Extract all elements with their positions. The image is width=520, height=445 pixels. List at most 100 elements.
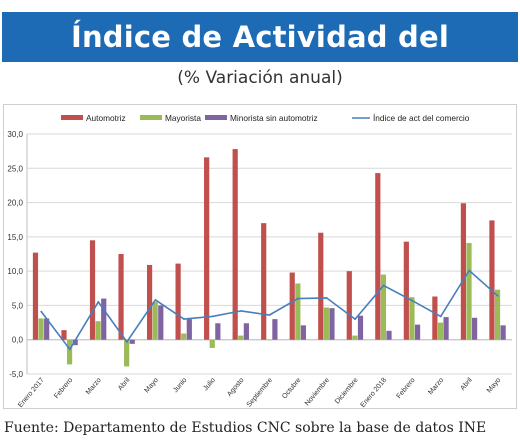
x-tick-label: Noviembre bbox=[304, 377, 331, 408]
x-tick-label: Agosto bbox=[226, 377, 245, 398]
bar-minorista-sin-automotriz bbox=[472, 317, 478, 340]
x-tick-label: Enero 2017 bbox=[17, 377, 46, 409]
line-indice-actividad bbox=[40, 269, 499, 351]
line-point bbox=[97, 301, 100, 303]
y-tick-label: 30,0 bbox=[7, 130, 23, 139]
y-tick-label: 20,0 bbox=[7, 199, 23, 208]
bar-automotriz bbox=[318, 232, 324, 340]
bar-mayorista bbox=[437, 322, 444, 340]
bar-minorista-sin-automotriz bbox=[300, 325, 307, 340]
x-tick-label: Diciembre bbox=[334, 377, 360, 406]
line-point bbox=[468, 269, 471, 272]
legend-label: Automotriz bbox=[86, 113, 126, 123]
x-tick-label: Abril bbox=[459, 376, 474, 392]
bar-minorista-sin-automotriz bbox=[72, 339, 78, 346]
line-point bbox=[211, 315, 214, 318]
legend-label: Índice de act del comercio bbox=[373, 113, 470, 123]
bar-automotriz bbox=[375, 173, 381, 340]
bar-minorista-sin-automotriz bbox=[443, 317, 449, 340]
bar-minorista-sin-automotriz bbox=[129, 339, 135, 344]
bar-minorista-sin-automotriz bbox=[357, 315, 364, 340]
legend-label: Minorista sin automotriz bbox=[230, 113, 318, 123]
legend-swatch bbox=[140, 115, 162, 120]
bar-minorista-sin-automotriz bbox=[243, 323, 249, 340]
bar-mayorista bbox=[352, 335, 358, 340]
bar-minorista-sin-automotriz bbox=[215, 323, 221, 340]
bar-mayorista bbox=[38, 318, 44, 340]
bar-mayorista bbox=[238, 335, 244, 340]
bar-automotriz bbox=[261, 223, 267, 340]
bar-automotriz bbox=[289, 272, 295, 340]
bar-minorista-sin-automotriz bbox=[329, 308, 335, 340]
legend-label: Mayorista bbox=[165, 113, 201, 123]
x-tick-label: Mayo bbox=[486, 377, 502, 395]
y-tick-label: 15,0 bbox=[7, 233, 23, 242]
legend-swatch bbox=[61, 115, 83, 120]
bar-mayorista bbox=[494, 289, 501, 340]
chart-title: Índice de Actividad del Comercio bbox=[70, 20, 450, 104]
bar-minorista-sin-automotriz bbox=[158, 305, 164, 340]
x-tick-label: Abril bbox=[117, 376, 132, 392]
line-point bbox=[439, 315, 442, 318]
bar-automotriz bbox=[89, 240, 96, 340]
bar-mayorista bbox=[152, 302, 158, 340]
x-tick-label: Marzo bbox=[85, 377, 103, 396]
bar-minorista-sin-automotriz bbox=[44, 318, 50, 340]
bar-automotriz bbox=[204, 157, 210, 340]
bar-mayorista bbox=[181, 333, 187, 340]
bar-mayorista bbox=[380, 274, 387, 340]
x-tick-label: Febrero bbox=[53, 377, 74, 400]
bar-automotriz bbox=[61, 330, 67, 340]
bar-mayorista bbox=[95, 321, 101, 340]
line-point bbox=[40, 310, 43, 313]
x-tick-label: Enero 2018 bbox=[360, 377, 389, 409]
bar-automotriz bbox=[346, 271, 352, 340]
line-point bbox=[268, 314, 271, 316]
y-tick-label: 25,0 bbox=[7, 164, 23, 173]
line-point bbox=[325, 296, 328, 299]
bar-mayorista bbox=[409, 297, 415, 340]
bar-mayorista bbox=[295, 283, 301, 340]
bar-minorista-sin-automotriz bbox=[500, 325, 506, 340]
bar-automotriz bbox=[232, 149, 238, 340]
bar-automotriz bbox=[146, 264, 153, 340]
x-tick-label: Octubre bbox=[281, 377, 302, 401]
line-point bbox=[125, 340, 128, 343]
x-tick-label: Mayo bbox=[144, 377, 160, 395]
bar-mayorista bbox=[266, 339, 272, 341]
y-tick-label: 10,0 bbox=[7, 267, 23, 276]
bar-automotriz bbox=[460, 203, 467, 340]
line-point bbox=[382, 284, 385, 287]
x-tick-label: Julio bbox=[202, 377, 217, 393]
bar-mayorista bbox=[209, 339, 215, 348]
bar-automotriz bbox=[175, 263, 181, 340]
line-point bbox=[496, 294, 499, 297]
chart-container bbox=[3, 104, 517, 409]
bar-minorista-sin-automotriz bbox=[272, 319, 278, 340]
x-tick-label: Septiembre bbox=[246, 377, 274, 409]
bar-mayorista bbox=[124, 339, 130, 367]
line-point bbox=[297, 297, 299, 300]
bar-automotriz bbox=[118, 254, 124, 340]
line-point bbox=[411, 299, 414, 302]
line-point bbox=[154, 299, 157, 301]
bar-mayorista bbox=[323, 307, 329, 340]
bar-mayorista bbox=[66, 339, 73, 365]
bar-minorista-sin-automotriz bbox=[101, 298, 107, 340]
bar-automotriz bbox=[403, 241, 409, 340]
x-tick-label: Febrero bbox=[396, 377, 417, 400]
bar-automotriz bbox=[489, 220, 495, 340]
line-point bbox=[183, 318, 185, 321]
chart-subtitle: (% Variación anual) bbox=[177, 68, 343, 88]
legend-swatch bbox=[205, 115, 227, 120]
y-tick-label: -5,0 bbox=[9, 370, 23, 379]
bar-minorista-sin-automotriz bbox=[186, 319, 192, 340]
x-tick-label: Junio bbox=[172, 377, 188, 394]
line-point bbox=[68, 348, 71, 351]
source-note: Fuente: Departamento de Estudios CNC sob… bbox=[4, 420, 487, 436]
bar-automotriz bbox=[32, 252, 39, 340]
bar-automotriz bbox=[432, 296, 438, 340]
y-tick-label: 5,0 bbox=[12, 301, 24, 310]
title-banner: Índice de Actividad del Comercio bbox=[2, 12, 518, 104]
